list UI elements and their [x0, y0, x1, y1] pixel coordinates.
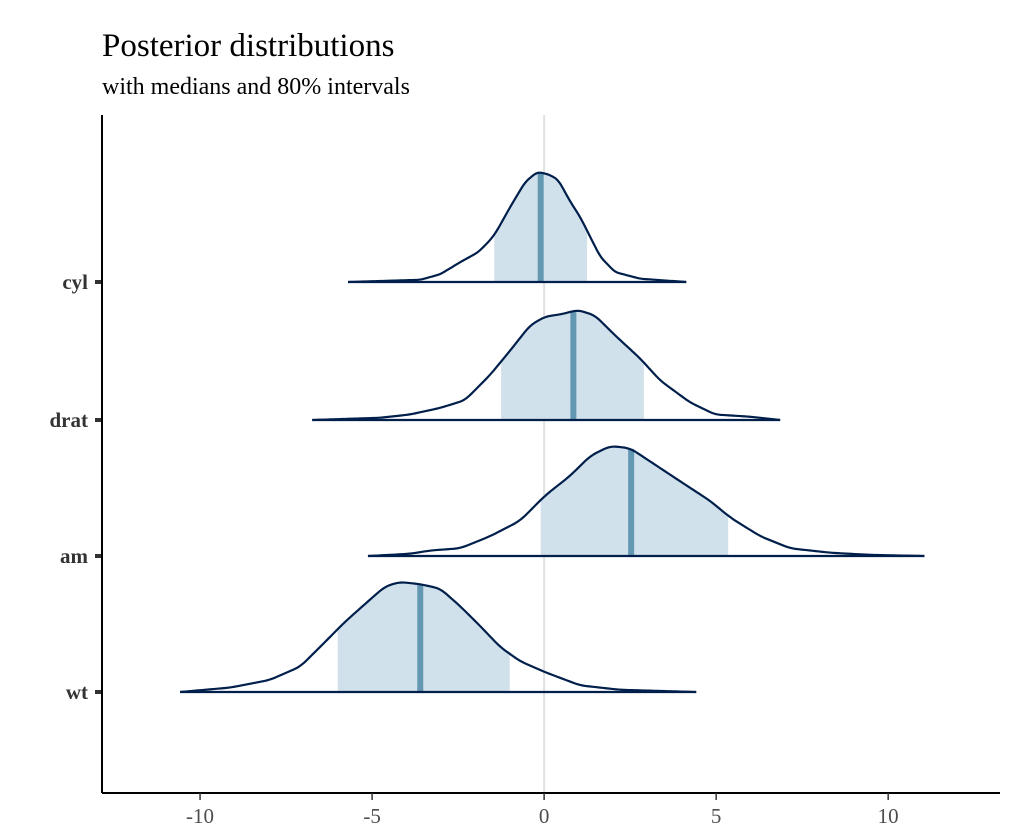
y-tick-label-cyl: cyl	[62, 270, 88, 294]
interval-area-am	[540, 446, 729, 556]
density-curve-drat	[312, 309, 781, 422]
interval-area-wt	[337, 582, 510, 692]
density-curve-am	[367, 445, 925, 558]
chart-subtitle: with medians and 80% intervals	[102, 74, 410, 100]
density-curve-cyl	[347, 171, 687, 284]
x-tick-label: 10	[878, 804, 899, 828]
x-tick-label: -10	[186, 804, 214, 828]
chart-title: Posterior distributions	[102, 28, 395, 64]
x-tick-label: 5	[711, 804, 722, 828]
y-tick-label-am: am	[60, 544, 89, 568]
y-tick-label-drat: drat	[50, 408, 89, 432]
density-curve-wt	[180, 581, 697, 694]
x-tick-label: -5	[363, 804, 381, 828]
y-tick-label-wt: wt	[66, 680, 88, 704]
x-tick-label: 0	[539, 804, 550, 828]
